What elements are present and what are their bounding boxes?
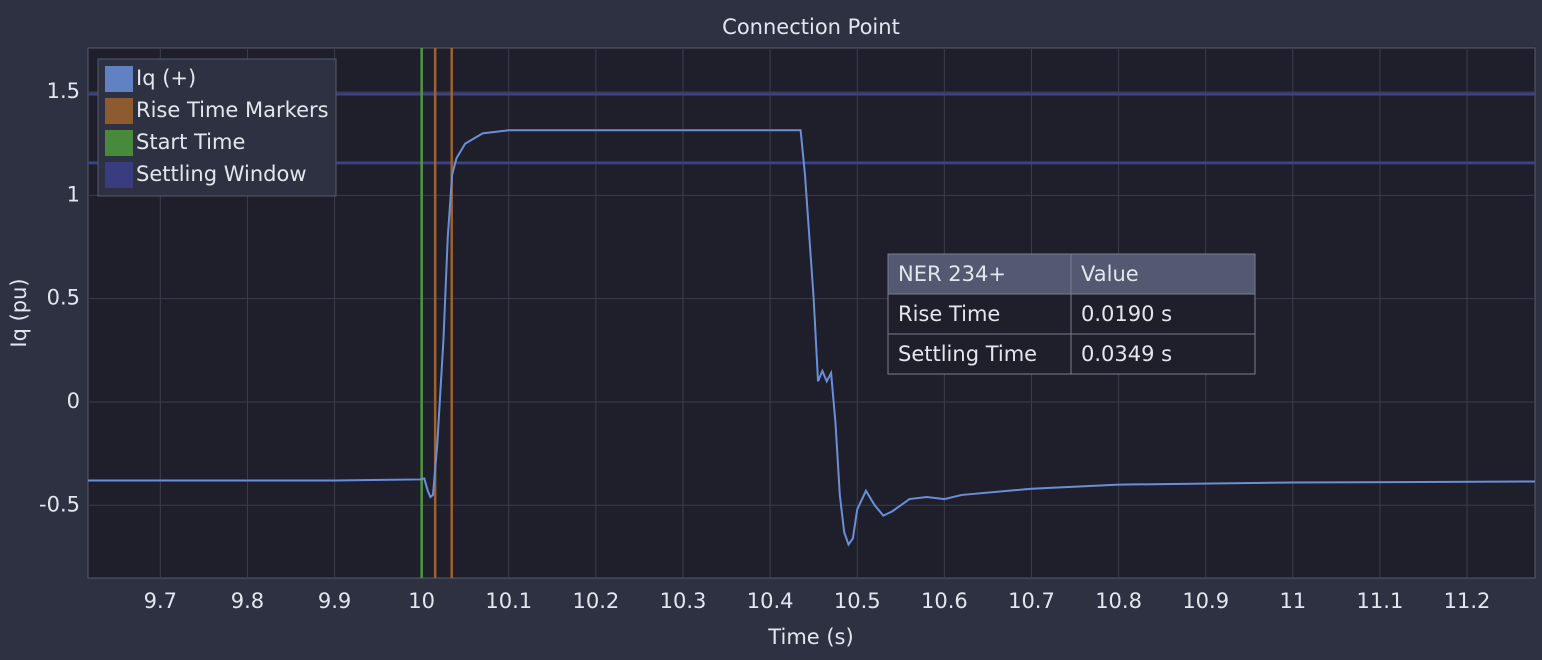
x-tick-label: 11.1: [1357, 589, 1404, 613]
table-header: NER 234+: [898, 262, 1006, 286]
table-cell-text: Settling Time: [898, 342, 1037, 366]
legend-box: [97, 58, 337, 197]
x-tick-label: 9.9: [318, 589, 351, 613]
y-tick-label: 0: [67, 389, 80, 413]
x-tick-label: 10.6: [921, 589, 968, 613]
legend-swatch: [105, 66, 133, 92]
x-tick-label: 11: [1279, 589, 1306, 613]
table-cell-text: Rise Time: [898, 302, 1000, 326]
legend-label: Iq (+): [136, 66, 196, 90]
table-header: Value: [1081, 262, 1139, 286]
legend-swatch: [105, 98, 133, 124]
data-line: [88, 129, 1536, 547]
x-tick-label: 9.8: [231, 589, 264, 613]
x-tick-label: 11.2: [1444, 589, 1491, 613]
x-tick-label: 9.7: [144, 589, 177, 613]
y-tick-label: 1.5: [47, 79, 80, 103]
y-tick-label: 0.5: [47, 286, 80, 310]
table-cell: [1070, 333, 1256, 375]
table-cell-text: 0.0190 s: [1081, 302, 1172, 326]
legend: Iq (+) Rise Time Markers Start Time Settlin…: [97, 58, 337, 197]
x-tick-label: 10.5: [834, 589, 881, 613]
x-tick-label: 10.3: [660, 589, 707, 613]
x-tick-label: 10: [408, 589, 435, 613]
y-tick-label: -0.5: [39, 492, 80, 516]
x-tick-label: 10.1: [485, 589, 532, 613]
legend-label: Rise Time Markers: [136, 98, 329, 122]
table-cell-text: 0.0349 s: [1081, 342, 1172, 366]
x-axis-label: Time (s): [767, 625, 853, 649]
x-tick-label: 10.7: [1008, 589, 1055, 613]
legend-swatch: [105, 162, 133, 188]
y-axis-label: Iq (pu): [7, 278, 31, 347]
x-tick-label: 10.8: [1095, 589, 1142, 613]
legend-label: Start Time: [136, 130, 245, 154]
chart-title: Connection Point: [722, 15, 900, 39]
legend-swatch: [105, 130, 133, 156]
x-tick-label: 10.4: [747, 589, 794, 613]
x-tick-label: 10.2: [573, 589, 620, 613]
x-tick-label: 10.9: [1182, 589, 1229, 613]
legend-label: Settling Window: [136, 162, 307, 186]
y-tick-label: 1: [67, 182, 80, 206]
